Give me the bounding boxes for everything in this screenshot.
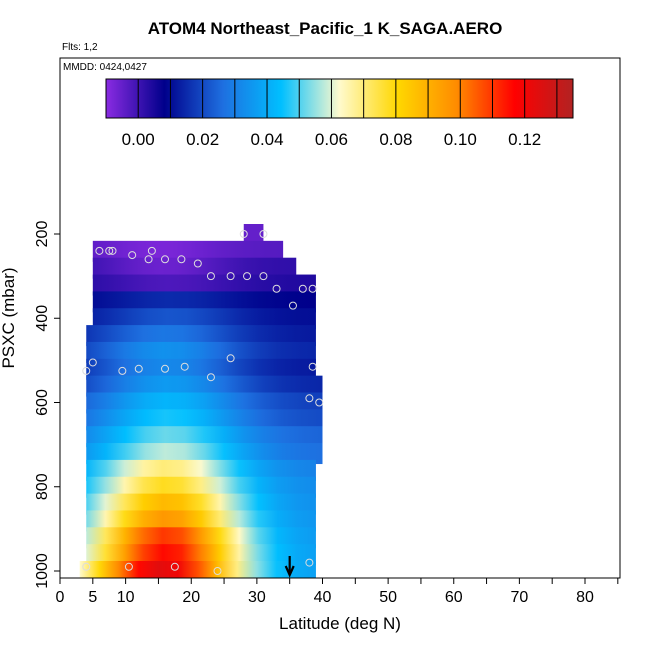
x-tick-label: 30 [248,589,266,606]
heatmap-band [86,510,316,532]
heatmap-band [86,375,323,397]
data-point [226,354,235,363]
heatmap-band [92,308,316,330]
data-point [305,558,314,567]
data-point [288,301,297,310]
data-point [206,373,215,382]
colorbar-tick-label: 0.02 [186,130,219,149]
data-point [259,230,268,238]
x-axis-label: Latitude (deg N) [279,614,401,633]
data-point [82,366,91,375]
data-point [95,246,104,255]
heatmap-band [86,409,323,431]
arrow-marker [284,556,295,578]
heatmap-band [243,224,264,245]
observation-points [82,230,324,575]
colorbar-tick-label: 0.12 [508,130,541,149]
heatmap-band [86,493,316,515]
heatmap-band [92,257,297,279]
y-axis: 200 400 600 800 1000 [34,221,60,589]
data-point [88,358,97,367]
data-point [239,230,248,238]
heatmap-band [86,392,323,414]
data-point [161,364,169,373]
heatmap-band [86,459,316,481]
x-tick-label: 50 [379,589,397,606]
data-point [134,364,143,373]
data-point [213,567,222,575]
chart-title: ATOM4 Northeast_Pacific_1 K_SAGA.AERO [147,19,503,38]
colorbar-tick-label: 0.00 [122,130,155,149]
y-tick-label: 1000 [34,553,51,589]
data-point [108,246,117,255]
heatmap-band [86,443,323,465]
x-tick-label: 0 [56,589,65,606]
x-axis: 0 5 10 20 30 40 50 60 70 80 [56,578,619,606]
data-point [308,284,317,293]
data-point [259,272,268,281]
data-point [105,246,114,255]
heatmap-band [92,291,316,313]
colorbar-tick-label: 0.10 [444,130,477,149]
colorbar-tick-label: 0.06 [315,130,348,149]
y-tick-label: 200 [34,221,51,248]
colorbar: 0.00 0.02 0.04 0.06 0.08 0.10 0.12 [105,78,574,149]
data-point [308,362,317,371]
data-point [180,362,189,371]
heatmap-band [86,527,316,549]
data-point [144,255,153,264]
data-point [193,259,202,268]
data-point [124,562,133,571]
colorbar-tick-label: 0.08 [379,130,412,149]
data-point [118,366,127,375]
x-tick-label: 20 [182,589,200,606]
arrow-head [284,565,295,578]
data-point [82,562,91,571]
heatmap-band [86,476,316,498]
data-point [170,562,179,571]
flights-label: Flts: 1,2 [62,42,98,53]
data-point [298,284,307,293]
data-point [161,255,169,264]
data-point [243,272,252,281]
y-tick-label: 400 [34,305,51,332]
data-point [305,394,314,403]
heatmap-layers [79,224,323,578]
heatmap-band [92,274,316,296]
heatmap-band [86,358,316,380]
data-point [315,398,324,407]
colorbar-tick-label: 0.04 [250,130,283,149]
heatmap-band [86,341,316,363]
heatmap-band [86,544,316,566]
mmdd-label: MMDD: 0424,0427 [63,62,147,73]
x-tick-label: 70 [510,589,528,606]
heatmap-band [86,426,323,448]
data-point [226,272,235,281]
y-tick-label: 600 [34,389,51,416]
x-tick-label: 60 [445,589,463,606]
heatmap-band [86,325,316,347]
data-point [272,284,281,293]
x-tick-label: 10 [117,589,135,606]
x-tick-label: 5 [88,589,97,606]
heatmap-band [79,561,316,578]
data-point [128,251,137,260]
x-tick-label: 40 [314,589,332,606]
data-point [177,255,186,264]
data-point [206,272,215,281]
colorbar-gradient [105,78,574,119]
y-tick-label: 800 [34,473,51,500]
x-tick-label: 80 [576,589,594,606]
heatmap-band [92,240,284,262]
data-point [147,246,156,255]
